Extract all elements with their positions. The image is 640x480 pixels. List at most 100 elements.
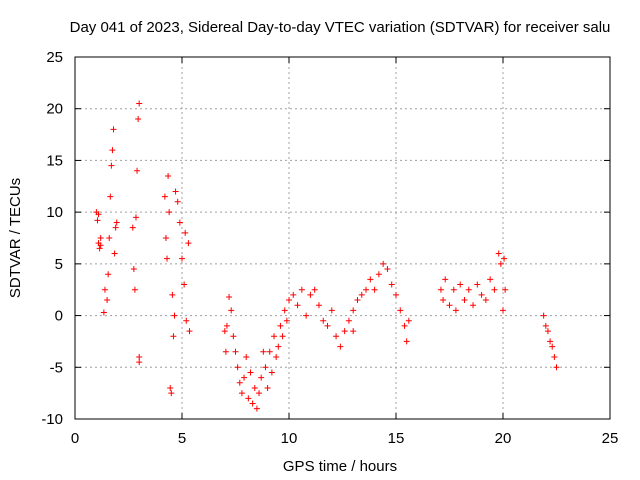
x-tick-label: 10 xyxy=(281,430,298,447)
data-point xyxy=(111,250,118,257)
data-point xyxy=(262,364,269,371)
data-point xyxy=(273,353,280,360)
data-point xyxy=(341,328,348,335)
plot-frame xyxy=(74,56,611,420)
data-point xyxy=(183,317,190,324)
x-tick-label: 25 xyxy=(602,430,619,447)
y-tick-label: -10 xyxy=(41,411,63,428)
data-point xyxy=(384,266,391,273)
data-point xyxy=(185,240,192,247)
data-point xyxy=(228,307,235,314)
data-point xyxy=(367,276,374,283)
data-point xyxy=(470,302,477,309)
data-point xyxy=(307,291,314,298)
data-point xyxy=(268,369,275,376)
y-tick-label: 5 xyxy=(55,256,63,273)
data-point xyxy=(182,229,189,236)
data-point xyxy=(303,312,310,319)
data-point xyxy=(253,405,260,412)
data-point xyxy=(249,400,256,407)
data-point xyxy=(171,312,178,319)
data-point xyxy=(243,353,250,360)
data-point xyxy=(345,317,352,324)
data-point xyxy=(401,322,408,329)
data-point xyxy=(474,281,481,288)
data-point xyxy=(181,281,188,288)
data-point xyxy=(245,395,252,402)
data-point xyxy=(106,235,113,241)
data-point xyxy=(281,307,288,314)
data-point xyxy=(380,260,387,267)
data-point xyxy=(97,242,104,249)
axis-ticks xyxy=(74,56,611,420)
data-point xyxy=(179,255,185,262)
data-point xyxy=(260,348,267,355)
data-point xyxy=(290,291,297,298)
data-point xyxy=(129,224,136,231)
data-point xyxy=(286,297,292,304)
data-point xyxy=(363,286,370,293)
data-point xyxy=(333,333,340,340)
data-point xyxy=(100,309,107,316)
data-point xyxy=(324,322,331,329)
data-point xyxy=(358,291,365,298)
data-point xyxy=(176,219,183,226)
data-point xyxy=(547,338,554,345)
data-point xyxy=(542,322,549,329)
data-point xyxy=(112,224,119,231)
data-point xyxy=(110,126,117,133)
data-point xyxy=(354,297,361,304)
data-point xyxy=(371,286,378,293)
data-point xyxy=(393,291,399,298)
data-point xyxy=(136,100,143,107)
data-point xyxy=(500,307,506,314)
y-tick-label: 0 xyxy=(55,308,63,325)
data-point xyxy=(437,286,444,293)
y-tick-label: -5 xyxy=(50,359,63,376)
data-point xyxy=(311,286,318,293)
x-tick-label: 5 xyxy=(178,430,186,447)
data-point xyxy=(551,353,558,360)
data-point xyxy=(502,286,509,293)
data-point xyxy=(232,348,239,355)
data-point xyxy=(251,384,258,391)
x-axis-label: GPS time / hours xyxy=(283,458,397,475)
data-point xyxy=(549,343,556,350)
data-point xyxy=(461,297,468,304)
data-point xyxy=(540,312,547,319)
data-point xyxy=(375,271,382,278)
data-point xyxy=(95,211,102,218)
grid xyxy=(75,57,610,419)
data-point xyxy=(136,359,143,366)
data-point xyxy=(174,198,181,205)
data-point xyxy=(94,217,101,224)
data-point xyxy=(172,188,179,195)
data-point xyxy=(266,348,273,355)
data-point xyxy=(164,255,171,262)
data-point xyxy=(457,281,464,288)
data-point xyxy=(491,286,498,293)
data-point xyxy=(478,291,485,298)
data-point xyxy=(283,317,290,324)
data-point xyxy=(405,317,412,324)
data-point xyxy=(169,291,176,298)
data-point xyxy=(397,307,404,314)
data-point xyxy=(388,281,395,288)
data-point xyxy=(132,214,139,221)
data-point xyxy=(186,328,193,335)
data-point xyxy=(350,307,357,314)
x-tick-label: 15 xyxy=(388,430,405,447)
data-point xyxy=(221,328,228,335)
tick-labels: 0 5 10 15 20 25 -10 -5 0 5 10 15 20 25 xyxy=(41,49,618,447)
data-point xyxy=(238,390,245,397)
data-point xyxy=(258,374,265,381)
data-point xyxy=(170,333,177,340)
data-point xyxy=(553,364,560,371)
x-tick-label: 20 xyxy=(495,430,512,447)
data-point xyxy=(446,302,453,309)
data-point xyxy=(135,116,142,123)
y-axis-label: SDTVAR / TECUs xyxy=(7,178,24,298)
data-point xyxy=(167,384,174,391)
data-point xyxy=(442,276,449,283)
